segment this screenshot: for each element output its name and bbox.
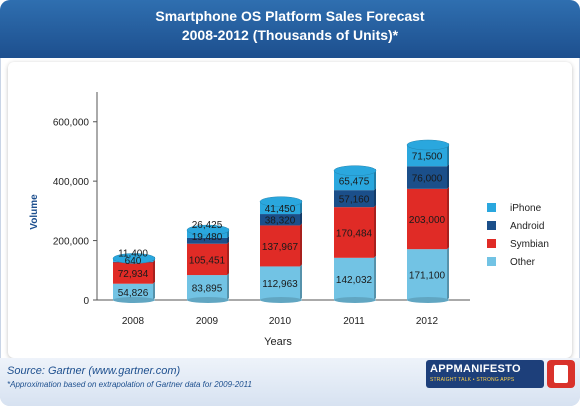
phone-glyph-icon [554, 365, 568, 383]
bar-side-face [227, 235, 229, 244]
bar-side-face [300, 223, 302, 267]
bar-segment-symbian [187, 243, 227, 276]
x-tick-label: 2008 [122, 316, 145, 327]
data-label-iphone: 11,400 [118, 248, 148, 259]
logo-badge-icon [547, 360, 575, 388]
bar-top-cap [112, 253, 156, 264]
bar-segment-android [334, 190, 374, 208]
data-label-android: 76,000 [412, 174, 443, 185]
y-tick-label: 200,000 [53, 237, 90, 248]
header-banner: Smartphone OS Platform Sales Forecast 20… [0, 0, 580, 58]
footnote-text: *Approximation based on extrapolation of… [7, 380, 252, 389]
data-label-iphone: 71,500 [412, 152, 443, 163]
data-label-other: 54,826 [118, 288, 149, 299]
data-label-android: 19,480 [192, 232, 223, 243]
bar-top-cap [186, 224, 230, 236]
bar-segment-symbian [334, 207, 374, 258]
data-label-symbian: 203,000 [409, 215, 446, 226]
y-tick-label: 0 [83, 296, 89, 307]
x-tick-label: 2009 [196, 316, 219, 327]
data-label-other: 83,895 [192, 284, 223, 295]
bar-segment-iphone [334, 170, 374, 191]
bar-segment-symbian [407, 188, 447, 250]
data-label-symbian: 72,934 [118, 269, 149, 280]
x-tick-label: 2011 [343, 316, 365, 327]
bar-side-face [374, 188, 376, 208]
data-label-symbian: 170,484 [336, 228, 373, 239]
bar-segment-symbian [113, 262, 153, 284]
bar-segment-other [407, 249, 447, 300]
bar-segment-android [187, 237, 227, 244]
data-label-other: 142,032 [336, 275, 373, 286]
logo-tagline: STRAIGHT TALK • STRONG APPS [430, 377, 515, 383]
bar-side-face [153, 260, 155, 284]
bar-base-ellipse [260, 297, 302, 303]
appmanifesto-logo: APPMANIFESTO STRAIGHT TALK • STRONG APPS [426, 360, 575, 388]
legend-swatch-symbian [487, 239, 496, 248]
legend-label-android: Android [510, 221, 544, 232]
bar-segment-other [334, 257, 374, 300]
bar-base-ellipse [334, 297, 376, 303]
bar-side-face [227, 241, 229, 276]
y-tick-label: 400,000 [53, 177, 90, 188]
bar-side-face [447, 164, 449, 189]
bar-side-face [447, 143, 449, 167]
data-label-android: 57,160 [339, 195, 370, 206]
bar-side-face [300, 264, 302, 300]
logo-wordmark: APPMANIFESTO [430, 363, 521, 375]
source-text: Source: Gartner (www.gartner.com) [7, 365, 181, 377]
bar-side-face [447, 247, 449, 300]
data-label-other: 171,100 [409, 271, 446, 282]
legend-label-iphone: iPhone [510, 203, 542, 214]
bar-top-cap [259, 196, 303, 207]
bar-top-cap [406, 139, 450, 151]
data-label-iphone: 65,475 [339, 176, 370, 187]
bar-segment-android [260, 214, 300, 226]
x-tick-label: 2010 [269, 316, 292, 327]
data-label-android: 640 [125, 256, 142, 267]
bar-base-ellipse [113, 297, 155, 303]
data-label-other: 112,963 [262, 279, 298, 290]
data-label-symbian: 105,451 [189, 255, 226, 266]
legend-swatch-iphone [487, 203, 496, 212]
bar-base-ellipse [407, 297, 449, 303]
bar-segment-other [187, 275, 227, 300]
legend-label-other: Other [510, 257, 536, 268]
bar-segment-symbian [260, 225, 300, 267]
bar-side-face [447, 186, 449, 250]
chart-subtitle: 2008-2012 (Thousands of Units)* [181, 27, 399, 43]
bar-segment-other [113, 283, 153, 300]
bar-base-ellipse [187, 297, 229, 303]
bar-side-face [153, 259, 155, 263]
y-axis-title: Volume [29, 194, 40, 230]
data-label-symbian: 137,967 [262, 242, 299, 253]
x-tick-label: 2012 [416, 316, 439, 327]
bar-side-face [300, 212, 302, 226]
legend-label-symbian: Symbian [510, 239, 549, 250]
bar-side-face [374, 255, 376, 300]
bar-side-face [374, 205, 376, 258]
legend-swatch-other [487, 257, 496, 266]
legend-swatch-android [487, 221, 496, 230]
bar-side-face [374, 168, 376, 191]
bar-side-face [227, 273, 229, 300]
data-label-iphone: 26,425 [192, 220, 223, 231]
bar-segment-iphone [407, 145, 447, 167]
bar-segment-android [407, 166, 447, 189]
y-tick-label: 600,000 [53, 118, 90, 129]
data-label-android: 38,320 [265, 216, 296, 227]
bar-side-face [153, 281, 155, 300]
bar-segment-other [260, 266, 300, 300]
bar-top-cap [333, 165, 377, 176]
chart-title: Smartphone OS Platform Sales Forecast [155, 8, 425, 24]
data-label-iphone: 41,450 [265, 204, 296, 215]
x-axis-title: Years [264, 336, 292, 348]
